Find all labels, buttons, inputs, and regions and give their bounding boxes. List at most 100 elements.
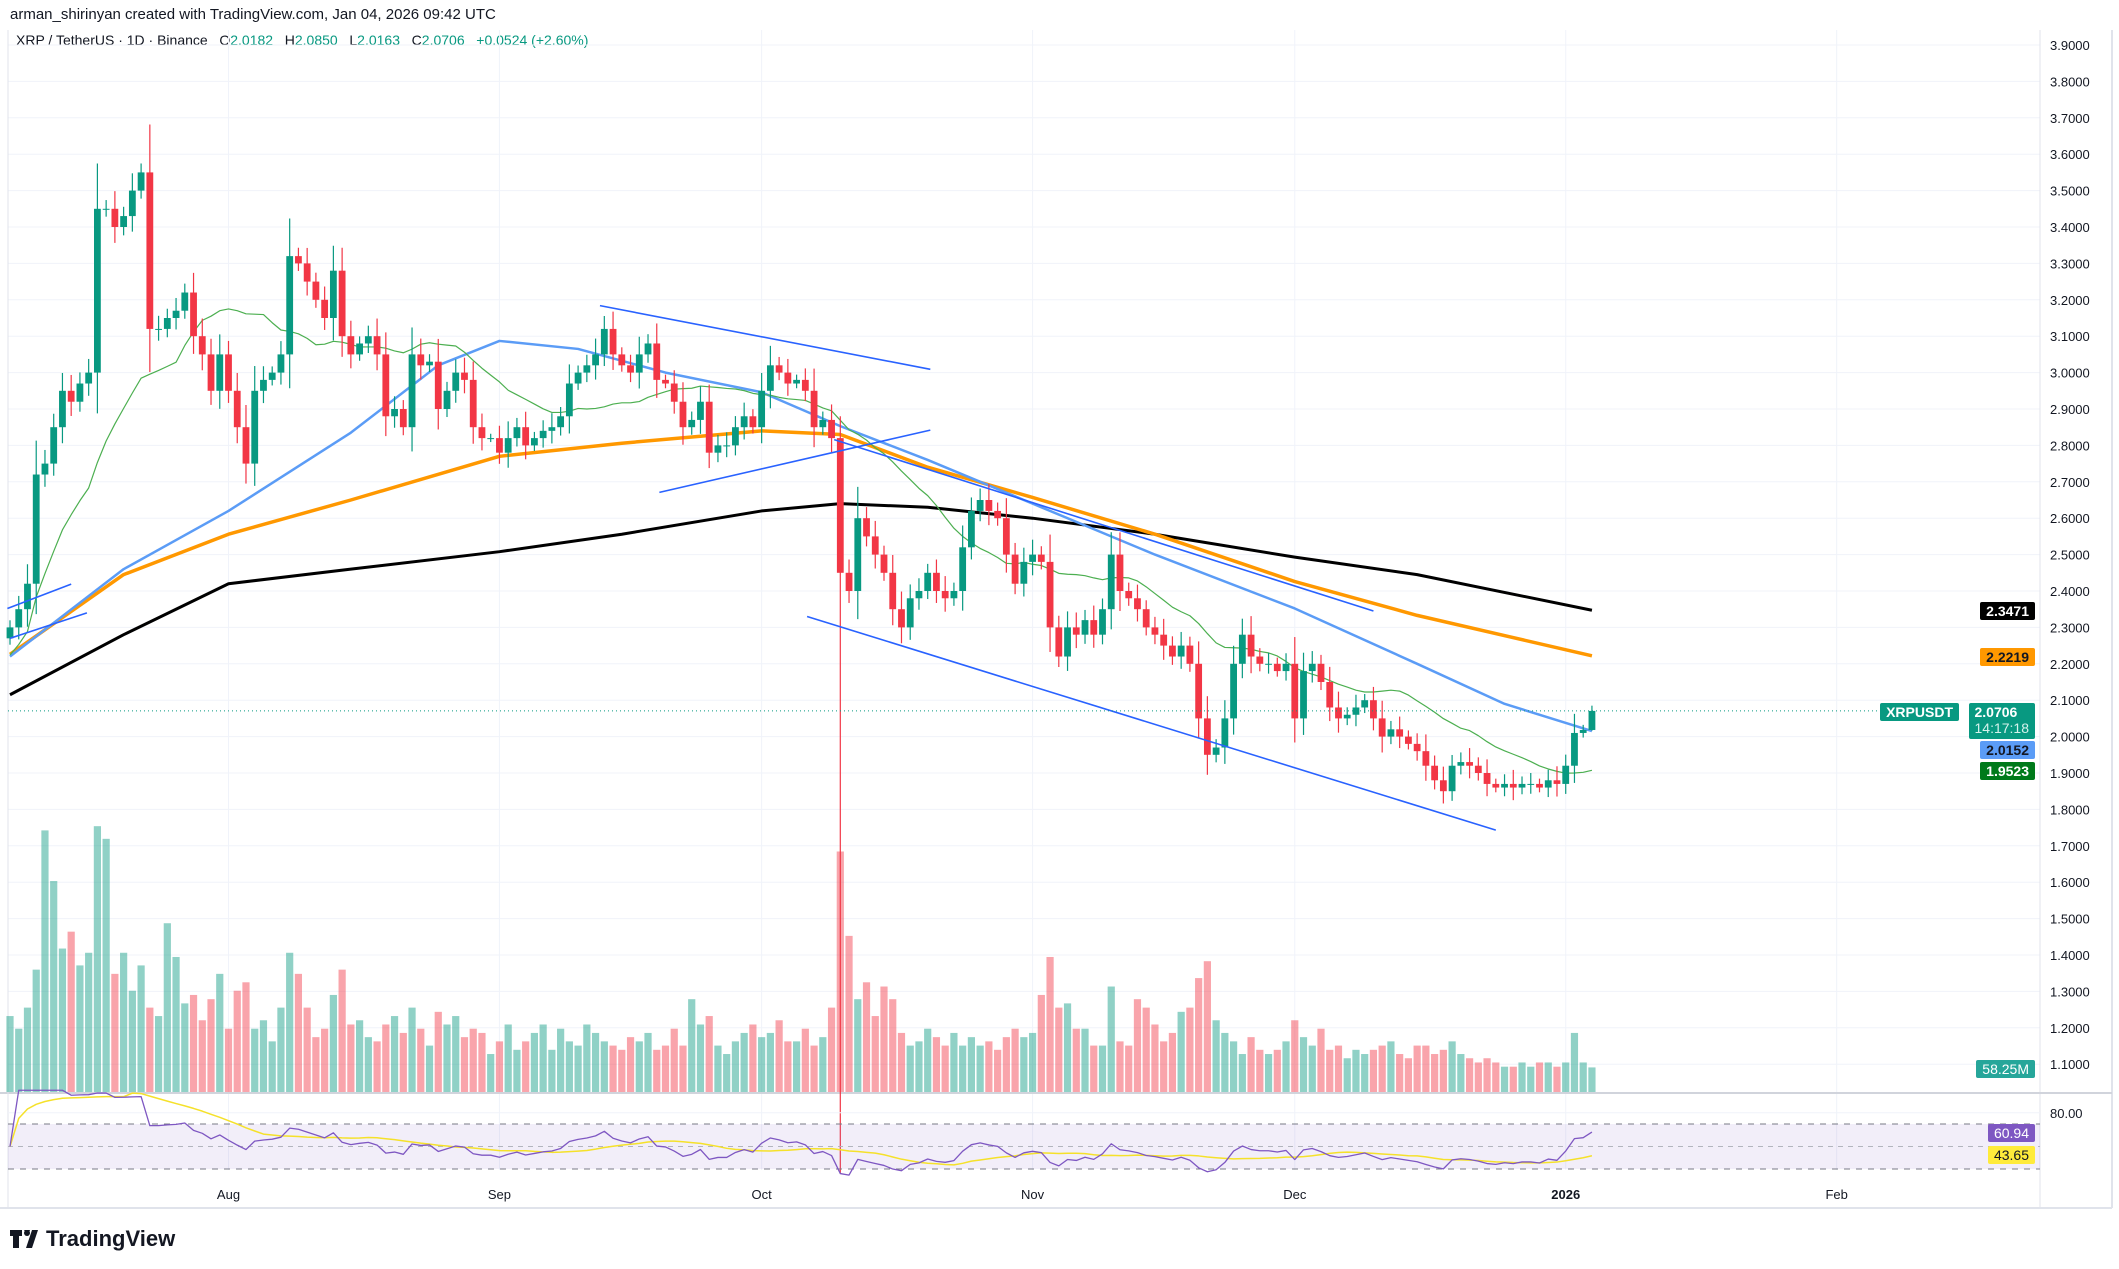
time-axis[interactable]: Aug Sep Oct Nov Dec 2026 Feb [217, 1187, 1848, 1202]
price-tick-label: 1.1000 [2050, 1057, 2090, 1072]
price-tick-label: 3.7000 [2050, 111, 2090, 126]
volume-bar [1535, 1062, 1544, 1092]
candle-down [679, 401, 687, 428]
trendlines[interactable] [7, 304, 1497, 831]
price-tick-label: 1.9000 [2050, 766, 2090, 781]
volume-bar [705, 1016, 713, 1092]
volume-bar [557, 1028, 565, 1092]
volume-bar [1326, 1049, 1334, 1092]
candle-down [1195, 663, 1203, 719]
candle-up [758, 390, 766, 428]
volume-bar [1107, 986, 1115, 1092]
candle-down [207, 354, 215, 391]
candle-down [382, 354, 390, 417]
price-tick-label: 1.8000 [2050, 802, 2090, 817]
volume-bar [967, 1037, 975, 1092]
price-tick-label: 3.2000 [2050, 293, 2090, 308]
close-value: 2.0706 [421, 32, 465, 48]
ma-black-badge: 2.3471 [1980, 602, 2035, 620]
volume-bar [897, 1032, 906, 1092]
price-tick-label: 2.3000 [2050, 620, 2090, 635]
candle-up [155, 328, 162, 330]
tradingview-logo[interactable]: TradingView [10, 1226, 175, 1252]
volume-bar [819, 1037, 827, 1092]
low-label: L [349, 32, 358, 48]
volume-bar [959, 1045, 967, 1092]
candle-up [94, 208, 101, 373]
candle-down [1553, 780, 1561, 784]
symbol-name[interactable]: XRP / TetherUS · 1D · Binance [16, 32, 208, 48]
price-tick-label: 1.6000 [2050, 875, 2090, 890]
volume-bar [364, 1037, 372, 1092]
candle-down [399, 409, 407, 428]
volume-bar [1125, 1045, 1133, 1092]
candle-down [1422, 751, 1430, 766]
candle-up [1300, 671, 1307, 719]
candle-up [1230, 663, 1237, 719]
volume-bar [1002, 1037, 1010, 1092]
change-value: +0.0524 (+2.60%) [476, 32, 589, 48]
candle-up [1107, 554, 1115, 610]
price-tick-label: 1.4000 [2050, 948, 2090, 963]
candle-down [1317, 663, 1325, 682]
candle-down [845, 572, 853, 591]
volume-bar [277, 1007, 285, 1092]
candle-up [635, 354, 643, 373]
ma-orange-line [8, 429, 1593, 658]
candle-down [705, 401, 713, 453]
close-label: C [411, 32, 422, 48]
candle-up [1501, 783, 1508, 788]
volume-bar [1186, 1007, 1194, 1092]
volume-bar [1299, 1037, 1308, 1092]
volume-bar [286, 952, 294, 1092]
volume-bar [749, 1024, 757, 1092]
volume-bar [1203, 961, 1211, 1092]
candle-down [801, 379, 809, 391]
candle-up [260, 379, 267, 391]
price-tick-label: 3.3000 [2050, 256, 2090, 271]
volume-bar [338, 969, 346, 1092]
candle-down [1326, 682, 1334, 708]
volume-bar [347, 1024, 355, 1092]
candle-down [1125, 591, 1133, 599]
candle-up [181, 292, 189, 311]
candle-up [1265, 663, 1272, 665]
candle-down [321, 299, 329, 318]
volume-bar [784, 1041, 792, 1092]
candle-up [137, 172, 145, 191]
candle-down [1090, 620, 1098, 635]
candle-down [836, 438, 844, 573]
candle-up [41, 463, 49, 475]
candle-up [688, 419, 696, 428]
volume-bar [994, 1049, 1002, 1092]
volume-bar [1439, 1049, 1447, 1092]
candle-down [662, 379, 669, 384]
volume-bar [1195, 978, 1203, 1092]
candles [6, 124, 1596, 1174]
candle-down [190, 292, 197, 337]
volume-bar [128, 990, 136, 1092]
candle-up [216, 354, 224, 391]
volume-bar [172, 956, 180, 1092]
candle-down [312, 281, 320, 300]
volume-bar [460, 1037, 469, 1092]
volume-bar [1142, 1007, 1150, 1092]
candle-down [233, 390, 241, 428]
volume-bar [1448, 1041, 1456, 1092]
candle-up [504, 438, 512, 453]
volume-bar [1046, 956, 1054, 1092]
candle-up [15, 609, 23, 628]
volume-bar [793, 1041, 801, 1092]
candle-down [871, 536, 879, 555]
candle-down [653, 343, 661, 380]
volume-bar [111, 973, 119, 1092]
price-axis[interactable]: 3.9000 3.8000 3.7000 3.6000 3.5000 3.4000 3.30… [2050, 38, 2090, 1121]
candle-down [1116, 554, 1124, 591]
candle-up [102, 208, 110, 210]
volume-bar [1509, 1066, 1517, 1092]
volume-bar [356, 1020, 364, 1092]
volume-bar [1037, 994, 1045, 1092]
volume-bar [1492, 1062, 1500, 1092]
volume-bar [766, 1032, 774, 1092]
